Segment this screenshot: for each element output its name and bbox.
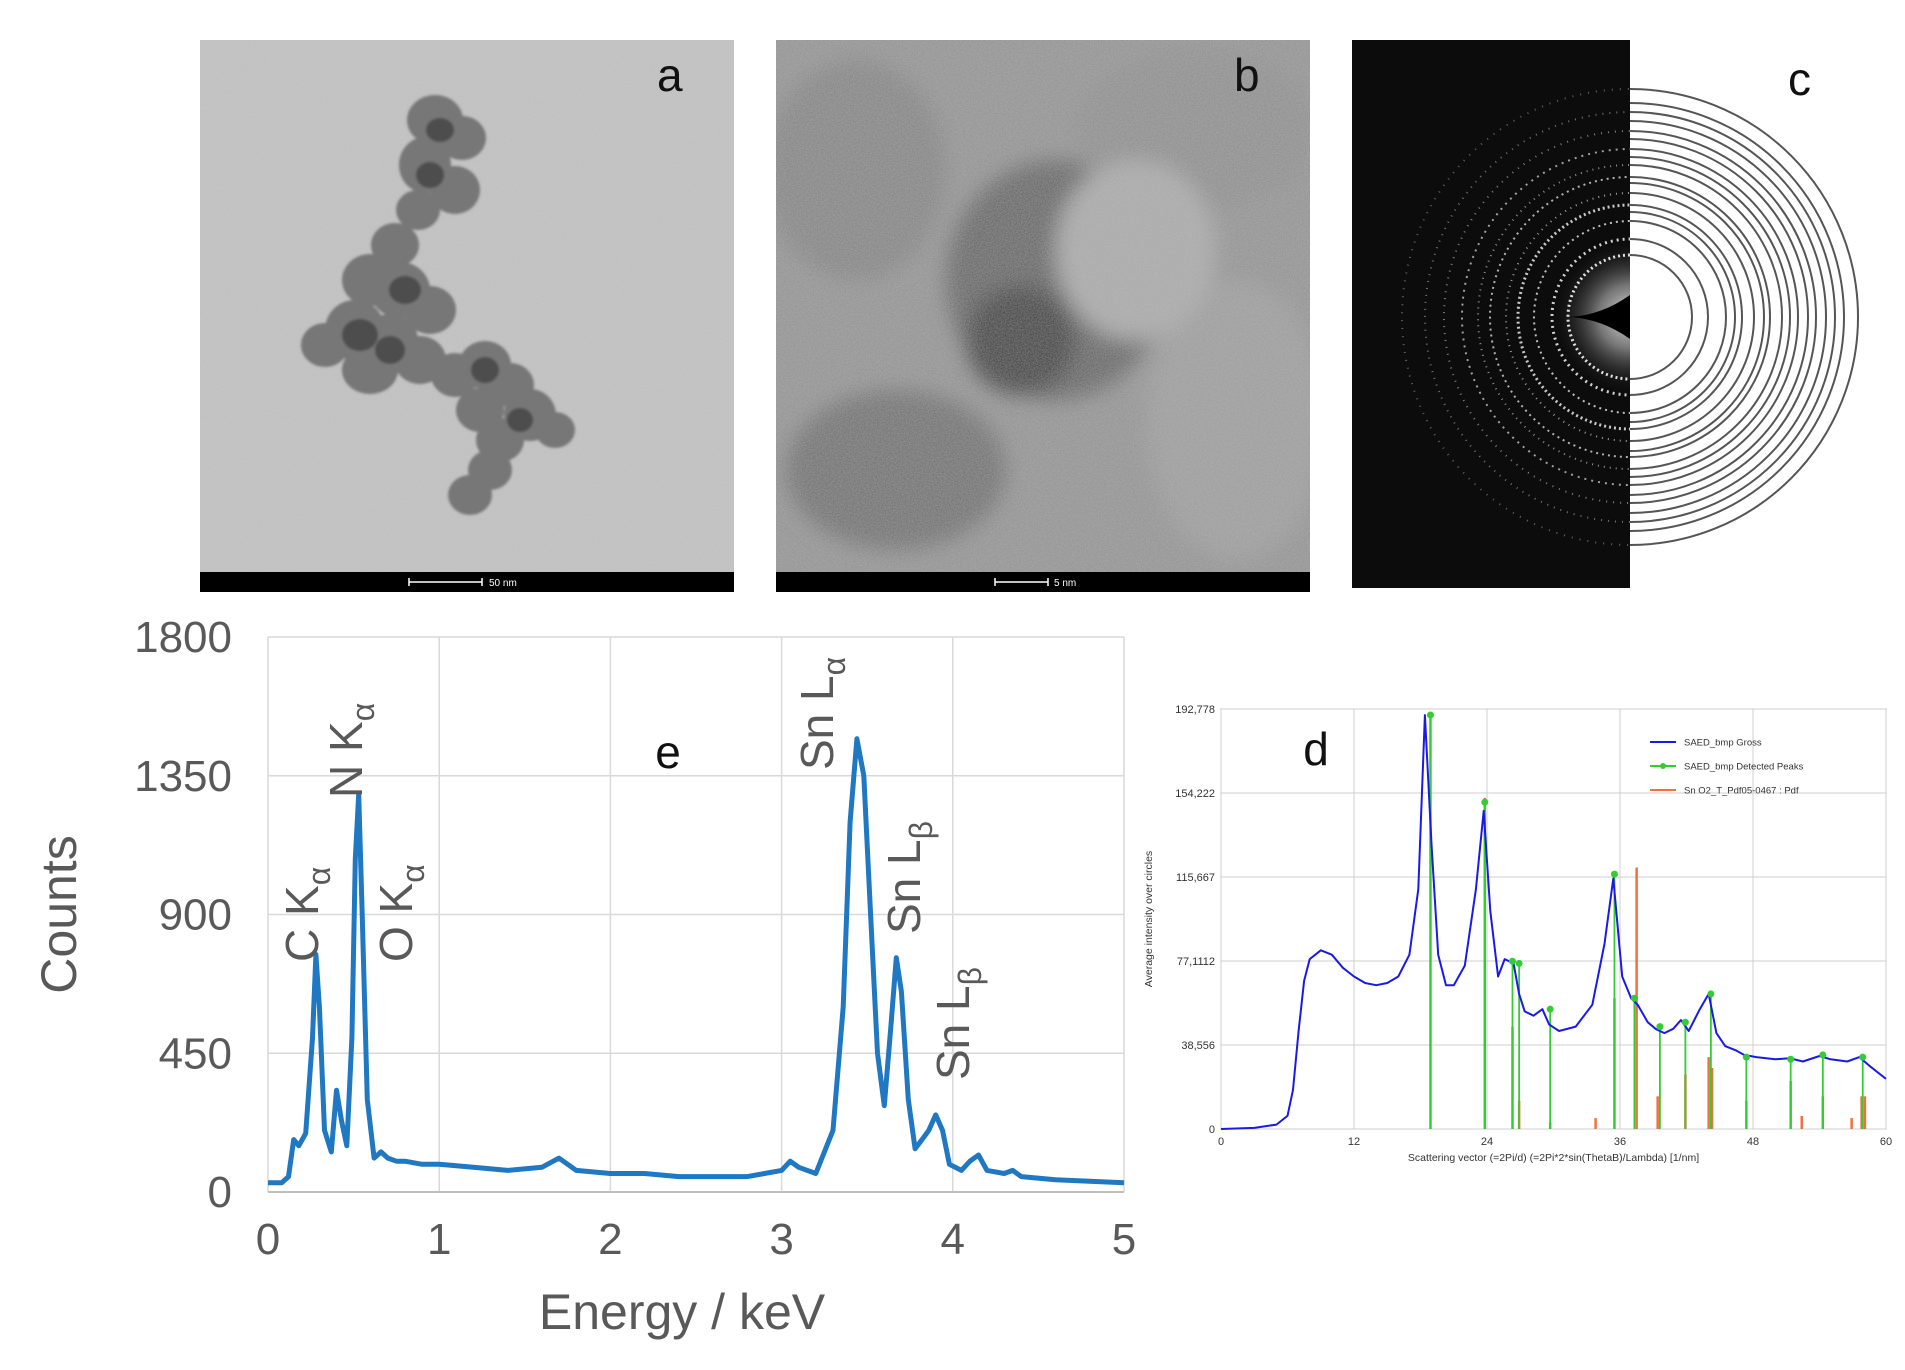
detected-peak-marker bbox=[1707, 990, 1715, 998]
detected-peak-marker bbox=[1630, 994, 1638, 1002]
x-tick-label: 48 bbox=[1747, 1136, 1759, 1148]
peak-label-line: K bbox=[370, 882, 422, 913]
scale-bar-b: 5 nm bbox=[1054, 578, 1076, 589]
tem-image-a-graphic: 50 nm bbox=[200, 40, 734, 592]
peak-label: N Kα bbox=[320, 703, 381, 798]
peak-label-line: K bbox=[276, 885, 328, 916]
panel-label-d: d bbox=[1303, 723, 1329, 775]
peak-label: Sn Lβ bbox=[927, 967, 988, 1080]
saed-pattern-c-graphic bbox=[1352, 40, 1872, 588]
tem-image-a: 50 nm a bbox=[200, 40, 734, 592]
gross-profile-line bbox=[1220, 714, 1887, 1130]
eds-spectrum-e: 0 1 2 3 4 5 0 450 900 1350 1800 Energy / keV Counts e… bbox=[0, 600, 1150, 1370]
x-tick-label: 60 bbox=[1880, 1136, 1892, 1148]
tem-image-b-graphic: 5 nm bbox=[776, 40, 1310, 592]
peak-label-element: O bbox=[370, 926, 422, 962]
peak-label-line: K bbox=[320, 721, 372, 752]
y-tick-label: 38,556 bbox=[1181, 1040, 1215, 1052]
saed-profile-d: 0 12 24 36 48 60 0 38,556 77,1112 115,667 154,222 1… bbox=[1130, 690, 1905, 1190]
saed-profile-chart: 0 12 24 36 48 60 0 38,556 77,1112 115,667 154,222 1… bbox=[1143, 704, 1892, 1164]
saed-pattern-c: c bbox=[1352, 40, 1872, 588]
detected-peak-marker bbox=[1742, 1053, 1750, 1061]
legend-entry: SAED_bmp Gross bbox=[1684, 738, 1762, 749]
peak-label-space bbox=[370, 913, 422, 926]
x-tick-label: 2 bbox=[598, 1215, 622, 1264]
x-tick-label: 0 bbox=[256, 1215, 280, 1264]
detected-peak-marker bbox=[1859, 1053, 1867, 1061]
y-tick-label: 154,222 bbox=[1175, 788, 1215, 800]
peak-label-element: Sn bbox=[927, 1024, 979, 1080]
peak-label: Sn Lα bbox=[791, 657, 852, 770]
y-axis-title: Counts bbox=[31, 835, 87, 993]
detected-peak-marker bbox=[1610, 870, 1618, 878]
peak-label-space bbox=[276, 916, 328, 929]
y-tick-label: 0 bbox=[208, 1168, 232, 1217]
peak-label-subscript: β bbox=[952, 967, 988, 985]
x-tick-label: 36 bbox=[1614, 1136, 1626, 1148]
peak-label-subscript: α bbox=[301, 867, 337, 886]
detected-peak-marker bbox=[1681, 1018, 1689, 1026]
detected-peak-marker bbox=[1787, 1055, 1795, 1063]
peak-label-element: N bbox=[320, 765, 372, 798]
peak-label: C Kα bbox=[276, 867, 337, 962]
x-tick-label: 1 bbox=[427, 1215, 451, 1264]
y-tick-label: 900 bbox=[159, 891, 232, 940]
x-tick-label: 12 bbox=[1348, 1136, 1360, 1148]
peak-label: O Kα bbox=[370, 864, 431, 962]
y-tick-label: 0 bbox=[1209, 1124, 1215, 1136]
detected-peak-marker bbox=[1508, 957, 1516, 965]
x-tick-label: 0 bbox=[1218, 1136, 1224, 1148]
peak-label-space bbox=[791, 701, 843, 714]
eds-spectrum-line bbox=[268, 736, 1125, 1186]
peak-label-element: Sn bbox=[878, 878, 930, 934]
scale-bar-a: 50 nm bbox=[489, 578, 517, 589]
peak-label-space bbox=[927, 1011, 979, 1024]
peak-label-subscript: α bbox=[816, 657, 852, 676]
panel-label-c: c bbox=[1788, 53, 1811, 105]
peak-label-element: C bbox=[276, 929, 328, 962]
detected-peak-marker bbox=[1546, 1005, 1554, 1013]
y-tick-label: 450 bbox=[159, 1029, 232, 1078]
peak-label-subscript: α bbox=[395, 864, 431, 883]
detected-peak-marker bbox=[1819, 1051, 1827, 1059]
x-tick-label: 5 bbox=[1112, 1215, 1136, 1264]
x-axis-title: Scattering vector (=2Pi/d) (=2Pi*2*sin(T… bbox=[1408, 1152, 1699, 1164]
detected-peak-marker bbox=[1515, 959, 1523, 967]
detected-peak-marker bbox=[1656, 1023, 1664, 1031]
legend-swatch-marker bbox=[1660, 763, 1666, 769]
y-tick-label: 1350 bbox=[134, 752, 232, 801]
peak-label-line: L bbox=[878, 839, 930, 865]
x-tick-label: 3 bbox=[769, 1215, 793, 1264]
y-tick-label: 77,1112 bbox=[1177, 956, 1215, 968]
detected-peak-marker bbox=[1426, 711, 1434, 719]
y-tick-label: 115,667 bbox=[1176, 872, 1215, 884]
x-tick-label: 4 bbox=[941, 1215, 965, 1264]
y-axis-title: Average intensity over circles bbox=[1143, 851, 1155, 987]
panel-label-b: b bbox=[1234, 49, 1260, 101]
peak-label-subscript: α bbox=[345, 703, 381, 722]
peak-label: Sn Lβ bbox=[878, 821, 939, 934]
panel-label-a: a bbox=[657, 49, 683, 101]
peak-label-space bbox=[320, 752, 372, 765]
peak-label-space bbox=[878, 865, 930, 878]
x-axis-title: Energy / keV bbox=[539, 1284, 826, 1340]
peak-label-subscript: β bbox=[903, 821, 939, 839]
detected-peak-marker bbox=[1481, 798, 1489, 806]
legend-entry: SAED_bmp Detected Peaks bbox=[1684, 762, 1804, 773]
y-tick-label: 1800 bbox=[134, 613, 232, 662]
legend-entry: Sn O2_T_Pdf05-0467 : Pdf bbox=[1684, 786, 1799, 797]
x-tick-label: 24 bbox=[1481, 1136, 1493, 1148]
peak-label-line: L bbox=[791, 675, 843, 701]
peak-label-line: L bbox=[927, 985, 979, 1011]
tem-image-b: 5 nm b bbox=[776, 40, 1310, 592]
peak-label-element: Sn bbox=[791, 714, 843, 770]
y-tick-label: 192,778 bbox=[1175, 704, 1215, 716]
panel-label-e: e bbox=[655, 726, 681, 778]
